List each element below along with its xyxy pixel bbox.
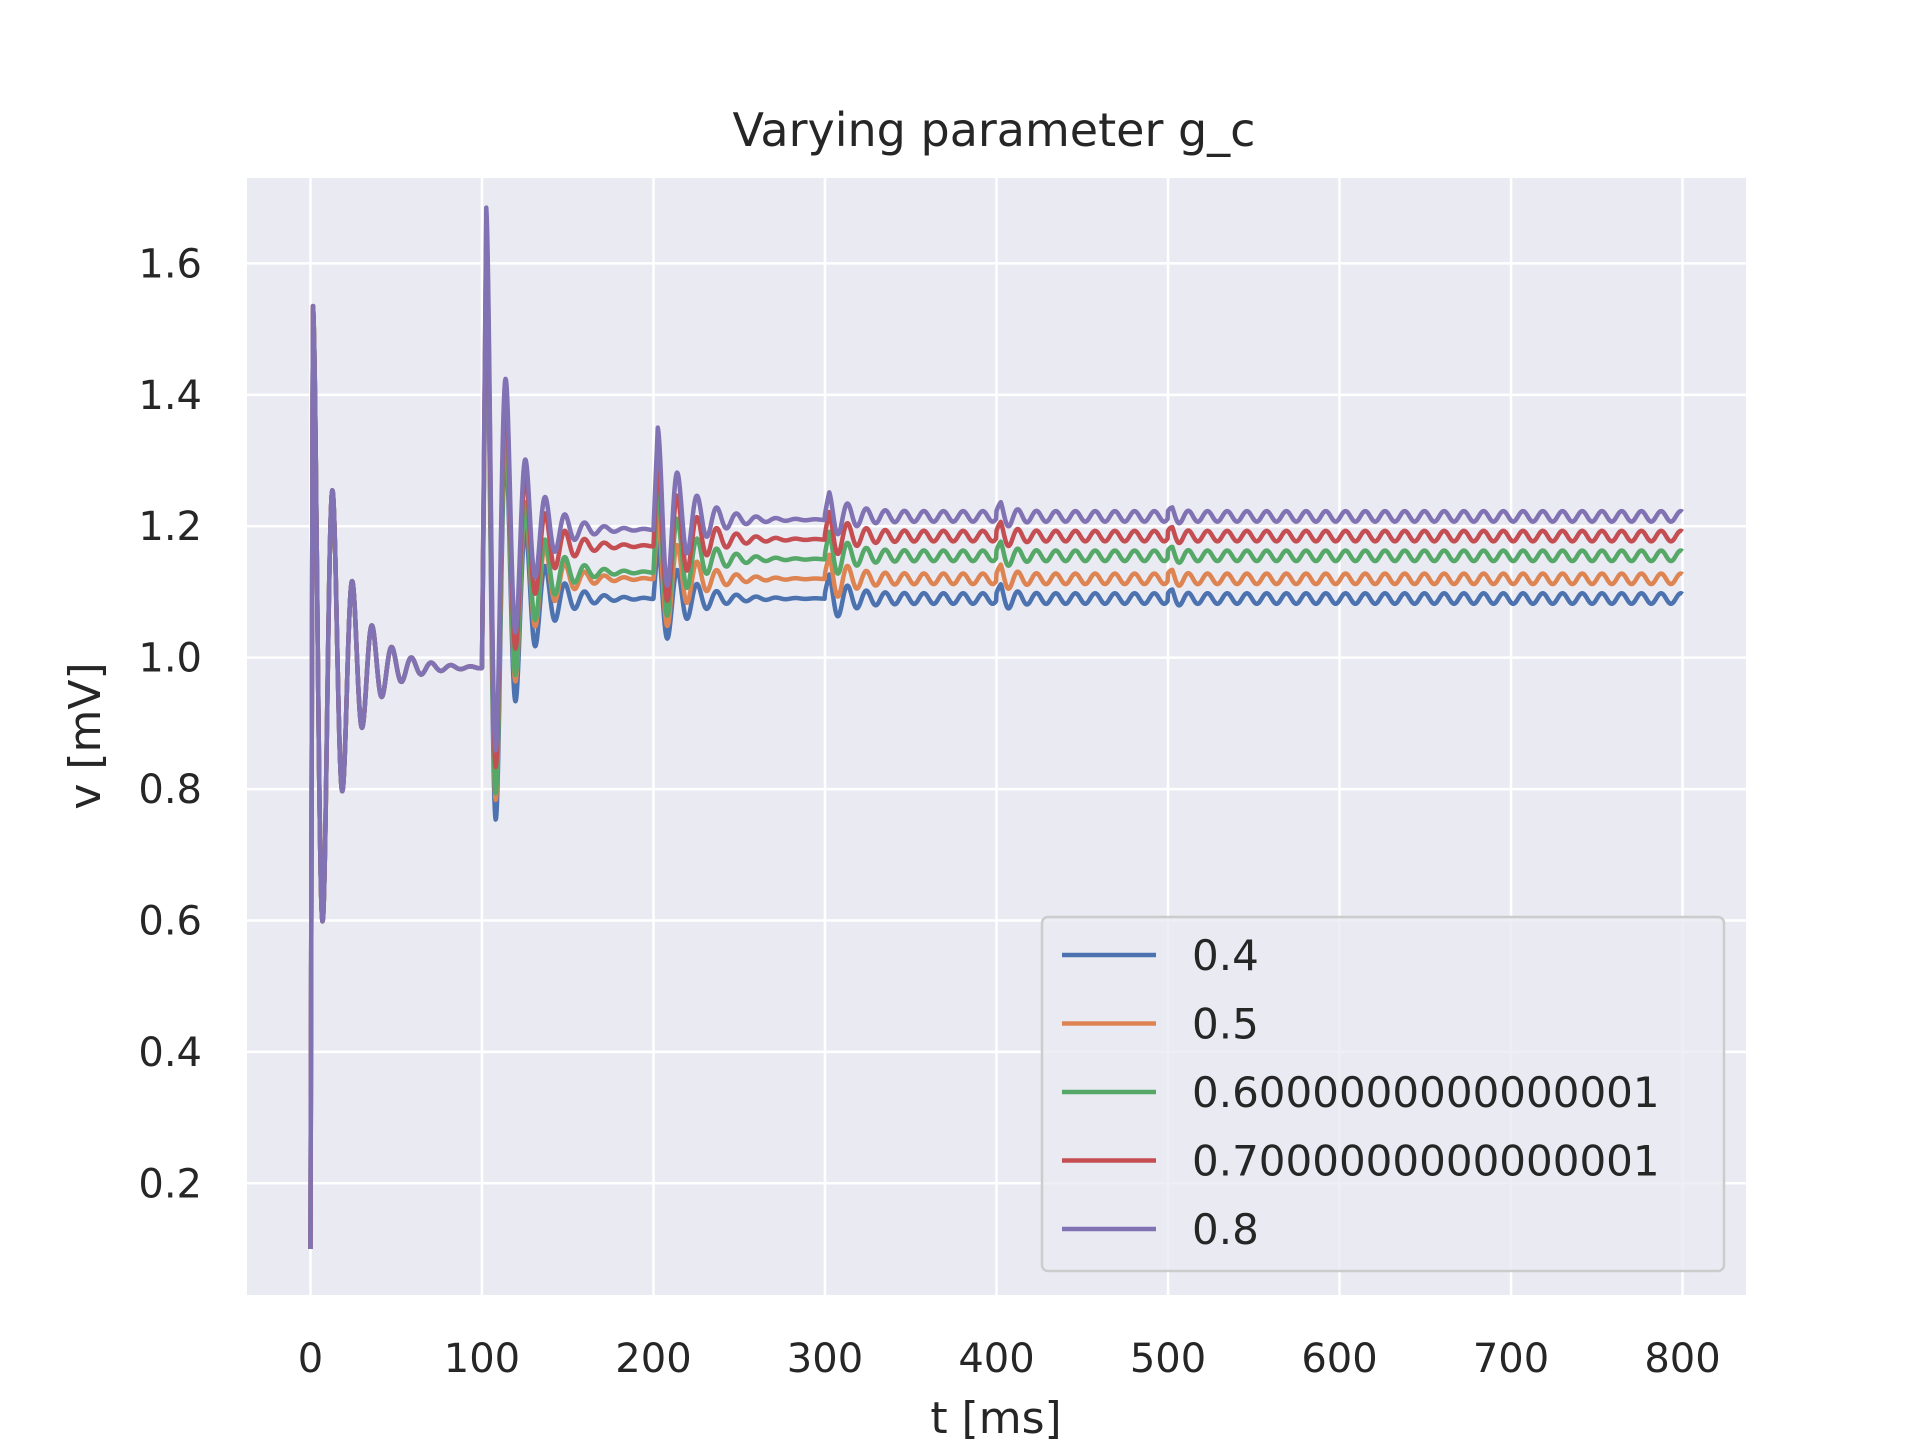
y-tick-label: 1.4 — [138, 373, 202, 419]
x-tick-label: 100 — [444, 1336, 520, 1382]
legend-label: 0.4 — [1192, 931, 1259, 980]
legend-label: 0.6000000000000001 — [1192, 1068, 1660, 1117]
x-tick-label: 700 — [1473, 1336, 1549, 1382]
x-tick-label: 500 — [1130, 1336, 1206, 1382]
y-tick-label: 1.6 — [138, 241, 202, 287]
x-tick-label: 600 — [1301, 1336, 1377, 1382]
x-tick-label: 800 — [1644, 1336, 1720, 1382]
x-tick-label: 300 — [787, 1336, 863, 1382]
y-tick-label: 1.2 — [138, 504, 202, 550]
legend-label: 0.7000000000000001 — [1192, 1137, 1660, 1186]
legend: 0.4 0.5 0.6000000000000001 0.70000000000000… — [1040, 915, 1726, 1273]
x-tick-label: 0 — [298, 1336, 323, 1382]
x-tick-label: 200 — [615, 1336, 691, 1382]
legend-label: 0.5 — [1192, 1000, 1259, 1049]
legend-box — [1040, 915, 1726, 1273]
series-line-5 — [308, 205, 1685, 1250]
x-tick-label: 400 — [958, 1336, 1034, 1382]
series-lines — [308, 205, 1685, 1250]
y-tick-label: 0.8 — [138, 767, 202, 813]
y-tick-label: 0.4 — [138, 1030, 202, 1076]
legend-label: 0.8 — [1192, 1205, 1259, 1254]
y-tick-labels: 0.2 0.4 0.6 0.8 1.0 1.2 1.4 1.6 — [138, 241, 202, 1207]
y-tick-label: 0.6 — [138, 898, 202, 944]
series-line-3 — [308, 248, 1685, 1250]
y-tick-label: 0.2 — [138, 1161, 202, 1207]
x-axis-label: t [ms] — [930, 1393, 1061, 1440]
x-tick-labels: 0 100 200 300 400 500 600 700 800 — [298, 1336, 1721, 1382]
chart-title: Varying parameter g_c — [733, 103, 1256, 157]
y-tick-label: 1.0 — [138, 636, 202, 682]
y-axis-label: v [mV] — [60, 662, 111, 809]
